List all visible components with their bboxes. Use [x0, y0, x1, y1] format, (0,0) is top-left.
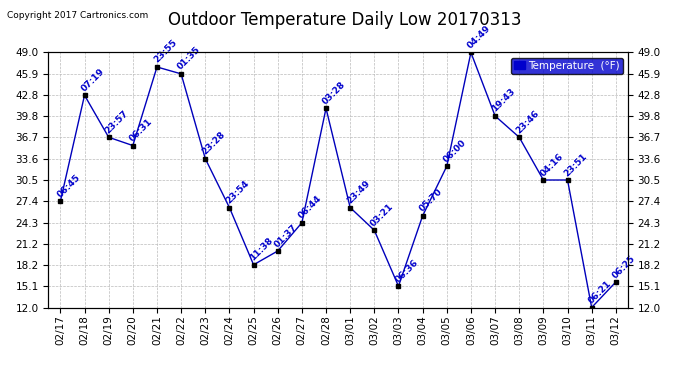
Text: 23:46: 23:46 [514, 108, 541, 135]
Text: 03:21: 03:21 [369, 202, 395, 228]
Text: 03:28: 03:28 [321, 80, 347, 106]
Text: 19:43: 19:43 [490, 87, 517, 114]
Text: 06:21: 06:21 [586, 279, 613, 305]
Text: 06:25: 06:25 [611, 254, 637, 280]
Text: 23:51: 23:51 [562, 152, 589, 178]
Text: 06:31: 06:31 [128, 117, 154, 144]
Text: 23:54: 23:54 [224, 179, 251, 206]
Text: 06:44: 06:44 [297, 194, 324, 220]
Text: Copyright 2017 Cartronics.com: Copyright 2017 Cartronics.com [7, 11, 148, 20]
Text: 01:37: 01:37 [273, 222, 299, 249]
Text: 05:70: 05:70 [417, 187, 444, 214]
Text: 04:16: 04:16 [538, 152, 565, 178]
Text: 23:55: 23:55 [152, 38, 179, 65]
Text: 06:00: 06:00 [442, 138, 468, 164]
Text: 23:57: 23:57 [104, 108, 130, 135]
Text: 23:28: 23:28 [200, 130, 227, 157]
Text: 04:49: 04:49 [466, 24, 493, 50]
Text: 11:38: 11:38 [248, 236, 275, 263]
Text: Outdoor Temperature Daily Low 20170313: Outdoor Temperature Daily Low 20170313 [168, 11, 522, 29]
Text: 23:49: 23:49 [345, 179, 372, 206]
Text: 06:36: 06:36 [393, 258, 420, 284]
Text: 07:19: 07:19 [79, 66, 106, 93]
Text: 01:35: 01:35 [176, 45, 202, 72]
Text: 06:45: 06:45 [55, 173, 82, 199]
Legend: Temperature  (°F): Temperature (°F) [511, 58, 622, 74]
